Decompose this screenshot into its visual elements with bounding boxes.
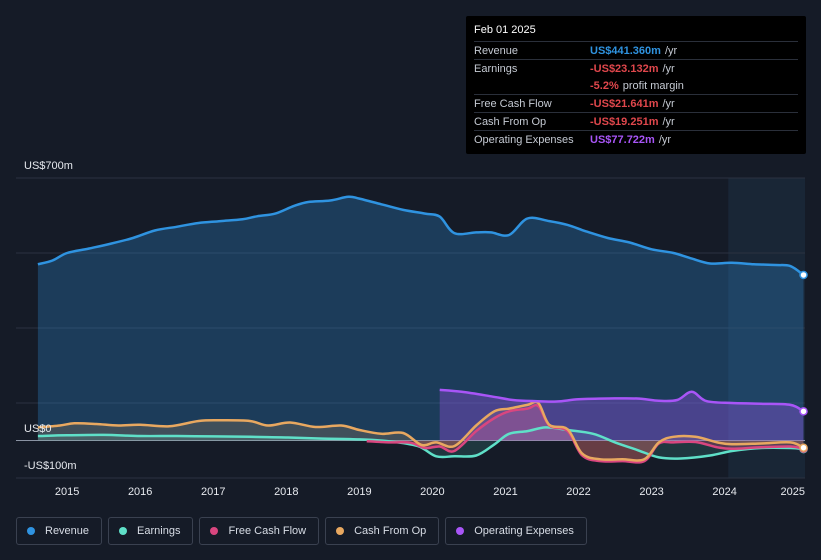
x-tick-label: 2016 [128, 486, 152, 498]
x-axis-ticks: 2015 2016 2017 2018 2019 2020 2021 2022 2023 2024… [55, 486, 805, 498]
tooltip-row-label: Operating Expenses [474, 133, 574, 146]
data-tooltip: Feb 01 2025 Revenue US$441.360m/yr Earning… [466, 16, 806, 154]
tooltip-row-unit: /yr [662, 97, 675, 110]
legend-label: Free Cash Flow [228, 525, 307, 537]
end-point-cash-from-op [799, 443, 808, 452]
tooltip-row-label: Revenue [474, 44, 519, 57]
tooltip-row-value: US$441.360m [590, 44, 661, 57]
legend-item-cash-from-op[interactable]: Cash From Op [325, 517, 440, 545]
area-free-cash-flow [366, 405, 804, 463]
line-operating-expenses [439, 388, 805, 413]
end-point-revenue [799, 270, 808, 280]
line-revenue [37, 195, 805, 277]
tooltip-row-label: Free Cash Flow [474, 97, 552, 110]
x-tick-label: 2017 [201, 486, 225, 498]
y-axis-zero-label: US$0 [24, 423, 52, 435]
x-tick-label: 2018 [274, 486, 298, 498]
legend-dot-icon [456, 527, 465, 535]
legend-dot-icon [27, 527, 35, 535]
legend-dot-icon [119, 527, 128, 535]
chart-legend: Revenue Earnings Free Cash Flow Cash From O… [16, 517, 587, 545]
legend-label: Operating Expenses [474, 525, 574, 537]
tooltip-row-unit: /yr [664, 44, 678, 57]
legend-label: Earnings [137, 525, 181, 537]
y-axis-bottom-label: -US$100m [24, 460, 77, 472]
y-axis-top-label: US$700m [24, 160, 73, 172]
legend-item-earnings[interactable]: Earnings [108, 517, 194, 545]
tooltip-row: Cash From Op -US$19.251m/yr [474, 112, 798, 130]
tooltip-row-value: -US$23.132m [590, 62, 659, 75]
tooltip-row-value: -US$19.251m [590, 115, 659, 128]
line-cash-from-op [37, 400, 805, 462]
tooltip-row-unit: profit margin [622, 79, 684, 92]
legend-item-revenue[interactable]: Revenue [16, 517, 103, 545]
tooltip-row-label: Cash From Op [474, 115, 547, 128]
x-tick-label: 2020 [420, 486, 444, 498]
tooltip-row-value: -5.2% [590, 79, 619, 92]
legend-label: Cash From Op [354, 525, 427, 537]
tooltip-date: Feb 01 2025 [474, 24, 536, 36]
series-areas [37, 196, 804, 463]
tooltip-row-unit: /yr [658, 133, 672, 146]
tooltip-row-value: US$77.722m [590, 133, 655, 146]
area-earnings [37, 427, 804, 459]
tooltip-row-label: Earnings [474, 62, 518, 75]
tooltip-row: Operating Expenses US$77.722m/yr [474, 130, 798, 148]
end-point-operating-expenses [799, 407, 808, 416]
tooltip-row-unit: /yr [662, 62, 675, 75]
line-earnings [37, 426, 804, 460]
tooltip-row-value: -US$21.641m [590, 97, 659, 110]
tooltip-row: -5.2% profit margin [474, 77, 798, 94]
tooltip-rows: Revenue US$441.360m/yr Earnings -US$23.132m… [474, 41, 798, 148]
x-tick-label: 2024 [712, 486, 736, 498]
tooltip-row-unit: /yr [662, 115, 675, 128]
series-lines [37, 195, 805, 464]
gridlines [16, 177, 805, 479]
x-tick-label: 2015 [55, 486, 79, 498]
x-tick-label: 2023 [639, 486, 663, 498]
legend-label: Revenue [45, 525, 90, 537]
x-tick-label: 2022 [566, 486, 590, 498]
series-end-markers [799, 270, 808, 454]
legend-item-free-cash-flow[interactable]: Free Cash Flow [199, 517, 320, 545]
area-revenue [37, 196, 804, 441]
area-cash-from-op [37, 401, 804, 461]
legend-dot-icon [210, 527, 219, 535]
x-tick-label: 2025 [781, 486, 805, 498]
tooltip-row: Revenue US$441.360m/yr [474, 41, 798, 59]
x-tick-label: 2019 [347, 486, 371, 498]
tooltip-row: Free Cash Flow -US$21.641m/yr [474, 94, 798, 112]
legend-dot-icon [336, 527, 345, 535]
tooltip-row: Earnings -US$23.132m/yr [474, 59, 798, 77]
x-tick-label: 2021 [493, 486, 517, 498]
legend-item-operating-expenses[interactable]: Operating Expenses [445, 517, 587, 545]
